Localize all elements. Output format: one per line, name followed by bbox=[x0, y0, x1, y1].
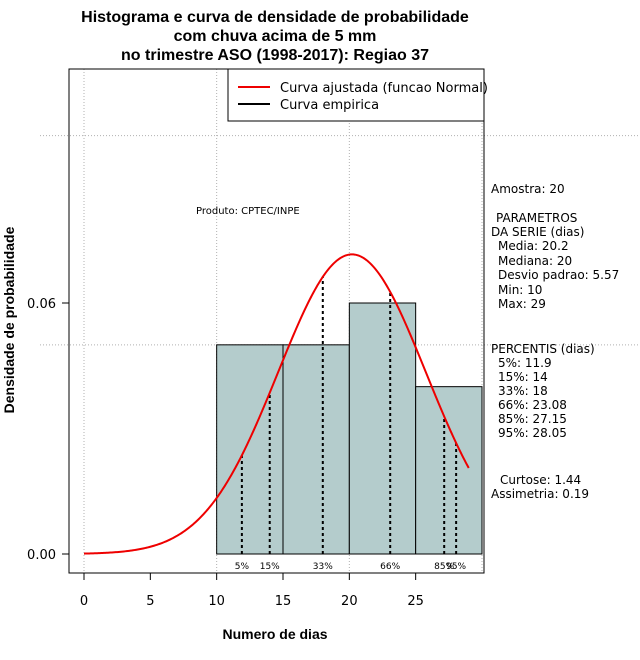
stat-p33: 33%: 18 bbox=[498, 384, 548, 398]
stat-percentis-title: PERCENTIS (dias) bbox=[491, 342, 595, 356]
stat-sample: Amostra: 20 bbox=[491, 182, 565, 196]
product-credit: Produto: CPTEC/INPE bbox=[196, 206, 300, 217]
title-line-1: Histograma e curva de densidade de proba… bbox=[81, 9, 469, 26]
x-axis: 0 5 10 15 20 25 bbox=[80, 572, 424, 609]
percentile-label: 85% bbox=[434, 562, 454, 572]
title-line-3: no trimestre ASO (1998-2017): Regiao 37 bbox=[121, 47, 429, 64]
legend-box bbox=[227, 68, 485, 122]
stat-mean: Media: 20.2 bbox=[498, 239, 569, 253]
stat-median: Mediana: 20 bbox=[498, 254, 572, 268]
stat-sd: Desvio padrao: 5.57 bbox=[498, 268, 619, 282]
stat-p95: 95%: 28.05 bbox=[498, 426, 567, 440]
legend-label-fitted: Curva ajustada (funcao Normal) bbox=[280, 81, 488, 96]
stats-panel: Amostra: 20 PARAMETROS DA SERIE (dias) M… bbox=[491, 182, 619, 501]
y-tick-label: 0.06 bbox=[27, 297, 56, 312]
title-line-2: com chuva acima de 5 mm bbox=[174, 28, 377, 45]
stat-p85: 85%: 27.15 bbox=[498, 412, 567, 426]
histogram-bar bbox=[415, 386, 483, 555]
stat-min: Min: 10 bbox=[498, 283, 542, 297]
percentile-label: 5% bbox=[235, 562, 250, 572]
histogram-bar bbox=[282, 344, 350, 555]
x-tick-label: 20 bbox=[341, 594, 358, 609]
x-tick-label: 5 bbox=[146, 594, 154, 609]
x-axis-title: Numero de dias bbox=[222, 626, 327, 642]
stat-p66: 66%: 23.08 bbox=[498, 398, 567, 412]
percentile-label: 95% bbox=[446, 562, 466, 572]
legend: Curva ajustada (funcao Normal) Curva emp… bbox=[227, 68, 488, 122]
stat-params-title-1: PARAMETROS bbox=[496, 211, 577, 225]
stat-assimetria: Assimetria: 0.19 bbox=[491, 487, 589, 501]
y-tick-label: 0.00 bbox=[27, 548, 56, 563]
chart-title: Histograma e curva de densidade de proba… bbox=[81, 9, 469, 64]
x-tick-label: 15 bbox=[275, 594, 292, 609]
stat-p5: 5%: 11.9 bbox=[498, 356, 552, 370]
x-tick-label: 25 bbox=[407, 594, 424, 609]
percentile-label: 33% bbox=[313, 562, 333, 572]
stat-params-title-2: DA SERIE (dias) bbox=[491, 225, 584, 239]
legend-label-empirical: Curva empirica bbox=[280, 98, 379, 113]
y-axis-title: Densidade de probabilidade bbox=[1, 226, 17, 413]
histogram-bars bbox=[216, 302, 484, 555]
percentile-label: 66% bbox=[380, 562, 400, 572]
stat-p15: 15%: 14 bbox=[498, 370, 548, 384]
percentile-lines: 5% 15% 33% 66% 85%95% bbox=[235, 276, 467, 572]
histogram-bar bbox=[216, 344, 284, 555]
stat-curtose: Curtose: 1.44 bbox=[500, 473, 581, 487]
percentile-label: 15% bbox=[260, 562, 280, 572]
y-axis: 0.00 0.06 bbox=[27, 297, 70, 563]
histogram-bar bbox=[348, 302, 417, 555]
x-tick-label: 0 bbox=[80, 594, 88, 609]
x-tick-label: 10 bbox=[208, 594, 225, 609]
stat-max: Max: 29 bbox=[498, 297, 546, 311]
normal-curve-line bbox=[83, 253, 470, 555]
